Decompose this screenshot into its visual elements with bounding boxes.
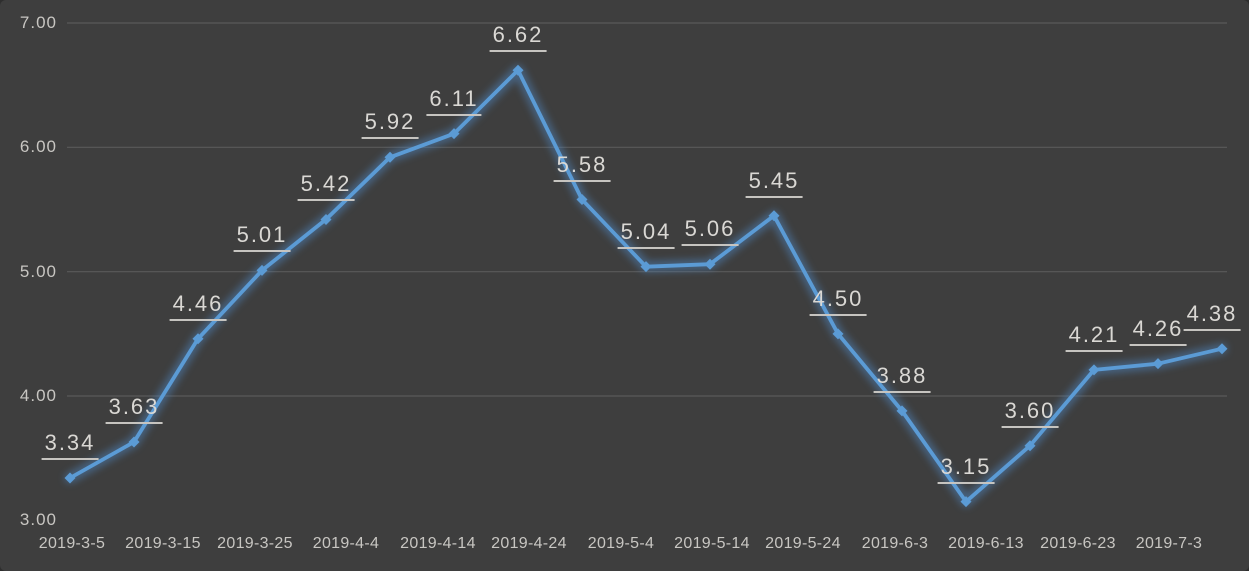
data-point-marker xyxy=(896,405,908,417)
data-point-marker xyxy=(1024,440,1036,452)
gridlines xyxy=(67,22,1227,397)
data-point-marker xyxy=(512,64,524,76)
series-group xyxy=(64,64,1228,508)
data-point-marker xyxy=(768,210,780,222)
data-point-marker xyxy=(1088,364,1100,376)
data-point-marker xyxy=(832,328,844,340)
data-point-marker xyxy=(384,151,396,163)
data-point-marker xyxy=(704,258,716,270)
data-point-marker xyxy=(128,436,140,448)
data-point-marker xyxy=(640,261,652,273)
data-point-marker xyxy=(192,333,204,345)
data-point-marker xyxy=(960,496,972,508)
data-point-marker xyxy=(64,472,76,484)
data-point-marker xyxy=(576,194,588,206)
data-point-marker xyxy=(1152,358,1164,370)
data-point-marker xyxy=(448,128,460,140)
data-point-marker xyxy=(256,264,268,276)
series-line-glow xyxy=(64,64,1228,508)
data-point-marker xyxy=(320,213,332,225)
data-point-marker xyxy=(1216,343,1228,355)
